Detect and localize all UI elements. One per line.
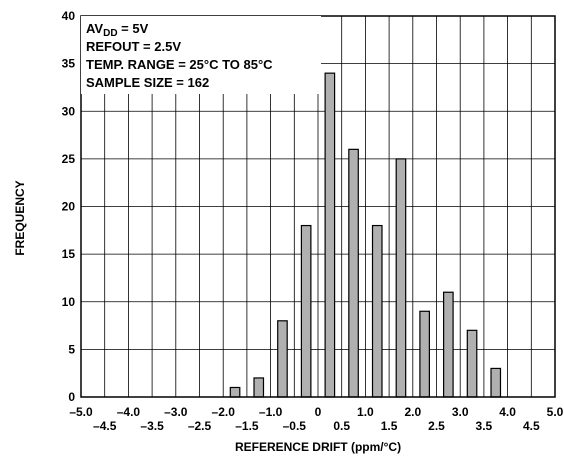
- annotation-temp-range: TEMP. RANGE = 25°C TO 85°C: [86, 57, 273, 72]
- y-tick-label: 10: [62, 295, 76, 309]
- x-tick-label: 5.0: [547, 405, 564, 419]
- bar: [229, 386, 241, 398]
- y-tick-label: 25: [62, 152, 76, 166]
- y-tick-label: 30: [62, 104, 76, 118]
- x-tick-label: 1.0: [357, 405, 374, 419]
- bar: [419, 310, 430, 398]
- x-tick-label: –4.5: [93, 419, 117, 433]
- y-tick-label: 5: [68, 342, 75, 356]
- x-tick-label: 4.5: [523, 419, 540, 433]
- x-tick-label: –4.0: [117, 405, 141, 419]
- bar: [443, 291, 454, 398]
- annotation-sample-size: SAMPLE SIZE = 162: [86, 75, 209, 90]
- annotation-avdd: AVDD = 5V: [86, 21, 149, 39]
- x-tick-label: –2.0: [212, 405, 236, 419]
- x-tick-label: –0.5: [283, 419, 307, 433]
- y-tick-label: 20: [62, 200, 76, 214]
- x-tick-label: –5.0: [69, 405, 93, 419]
- bar: [348, 148, 359, 398]
- x-axis-label: REFERENCE DRIFT (ppm/°C): [235, 440, 401, 454]
- x-axis-ticks-upper: –5.0 –4.0 –3.0 –2.0 –1.0 0 1.0 2.0 3.0 4.0 5.0: [69, 405, 563, 419]
- bar-series: [229, 72, 502, 398]
- x-tick-label: 4.0: [499, 405, 516, 419]
- x-tick-label: –3.5: [140, 419, 164, 433]
- x-tick-label: –3.0: [164, 405, 188, 419]
- annotation-box: AVDD = 5V REFOUT = 2.5V TEMP. RANGE = 25…: [81, 16, 321, 94]
- x-tick-label: 2.5: [428, 419, 445, 433]
- y-tick-label: 0: [68, 390, 75, 404]
- x-tick-label: 1.5: [381, 419, 398, 433]
- bar: [395, 158, 407, 398]
- x-tick-label: 3.0: [452, 405, 469, 419]
- bar: [490, 367, 502, 398]
- y-tick-label: 15: [62, 247, 76, 261]
- bar: [300, 224, 312, 398]
- y-tick-label: 40: [62, 9, 76, 23]
- y-axis-ticks: 0 5 10 15 20 25 30 35 40: [62, 9, 76, 404]
- y-tick-label: 35: [62, 57, 76, 71]
- x-tick-label: 0: [315, 405, 322, 419]
- x-tick-label: –1.5: [235, 419, 259, 433]
- bar: [371, 224, 383, 398]
- y-axis-label: FREQUENCY: [13, 180, 27, 255]
- x-axis-ticks-lower: –4.5 –3.5 –2.5 –1.5 –0.5 0.5 1.5 2.5 3.5 4.5: [93, 419, 540, 433]
- x-tick-label: –1.0: [259, 405, 283, 419]
- bar: [253, 377, 265, 398]
- annotation-refout: REFOUT = 2.5V: [86, 39, 181, 54]
- bar: [466, 329, 478, 398]
- x-tick-label: 2.0: [404, 405, 421, 419]
- x-tick-label: 0.5: [333, 419, 350, 433]
- x-tick-label: 3.5: [476, 419, 493, 433]
- x-tick-label: –2.5: [188, 419, 212, 433]
- bar: [277, 320, 288, 398]
- bar: [324, 72, 336, 398]
